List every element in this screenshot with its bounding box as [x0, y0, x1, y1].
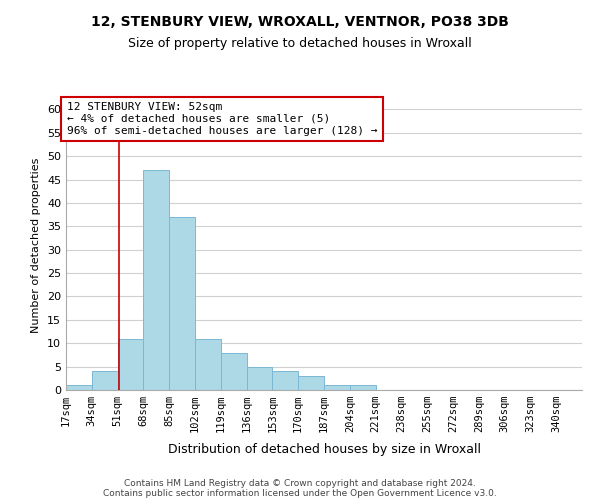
Text: Size of property relative to detached houses in Wroxall: Size of property relative to detached ho…: [128, 38, 472, 51]
X-axis label: Distribution of detached houses by size in Wroxall: Distribution of detached houses by size …: [167, 444, 481, 456]
Text: Contains HM Land Registry data © Crown copyright and database right 2024.: Contains HM Land Registry data © Crown c…: [124, 478, 476, 488]
Bar: [350, 386, 376, 390]
Text: 12, STENBURY VIEW, WROXALL, VENTNOR, PO38 3DB: 12, STENBURY VIEW, WROXALL, VENTNOR, PO3…: [91, 15, 509, 29]
Bar: [272, 372, 298, 390]
Y-axis label: Number of detached properties: Number of detached properties: [31, 158, 41, 332]
Text: Contains public sector information licensed under the Open Government Licence v3: Contains public sector information licen…: [103, 488, 497, 498]
Bar: [118, 338, 143, 390]
Bar: [221, 352, 247, 390]
Bar: [169, 217, 195, 390]
Bar: [143, 170, 169, 390]
Text: 12 STENBURY VIEW: 52sqm
← 4% of detached houses are smaller (5)
96% of semi-deta: 12 STENBURY VIEW: 52sqm ← 4% of detached…: [67, 102, 377, 136]
Bar: [298, 376, 324, 390]
Bar: [195, 338, 221, 390]
Bar: [66, 386, 92, 390]
Bar: [247, 366, 272, 390]
Bar: [92, 372, 118, 390]
Bar: [324, 386, 350, 390]
